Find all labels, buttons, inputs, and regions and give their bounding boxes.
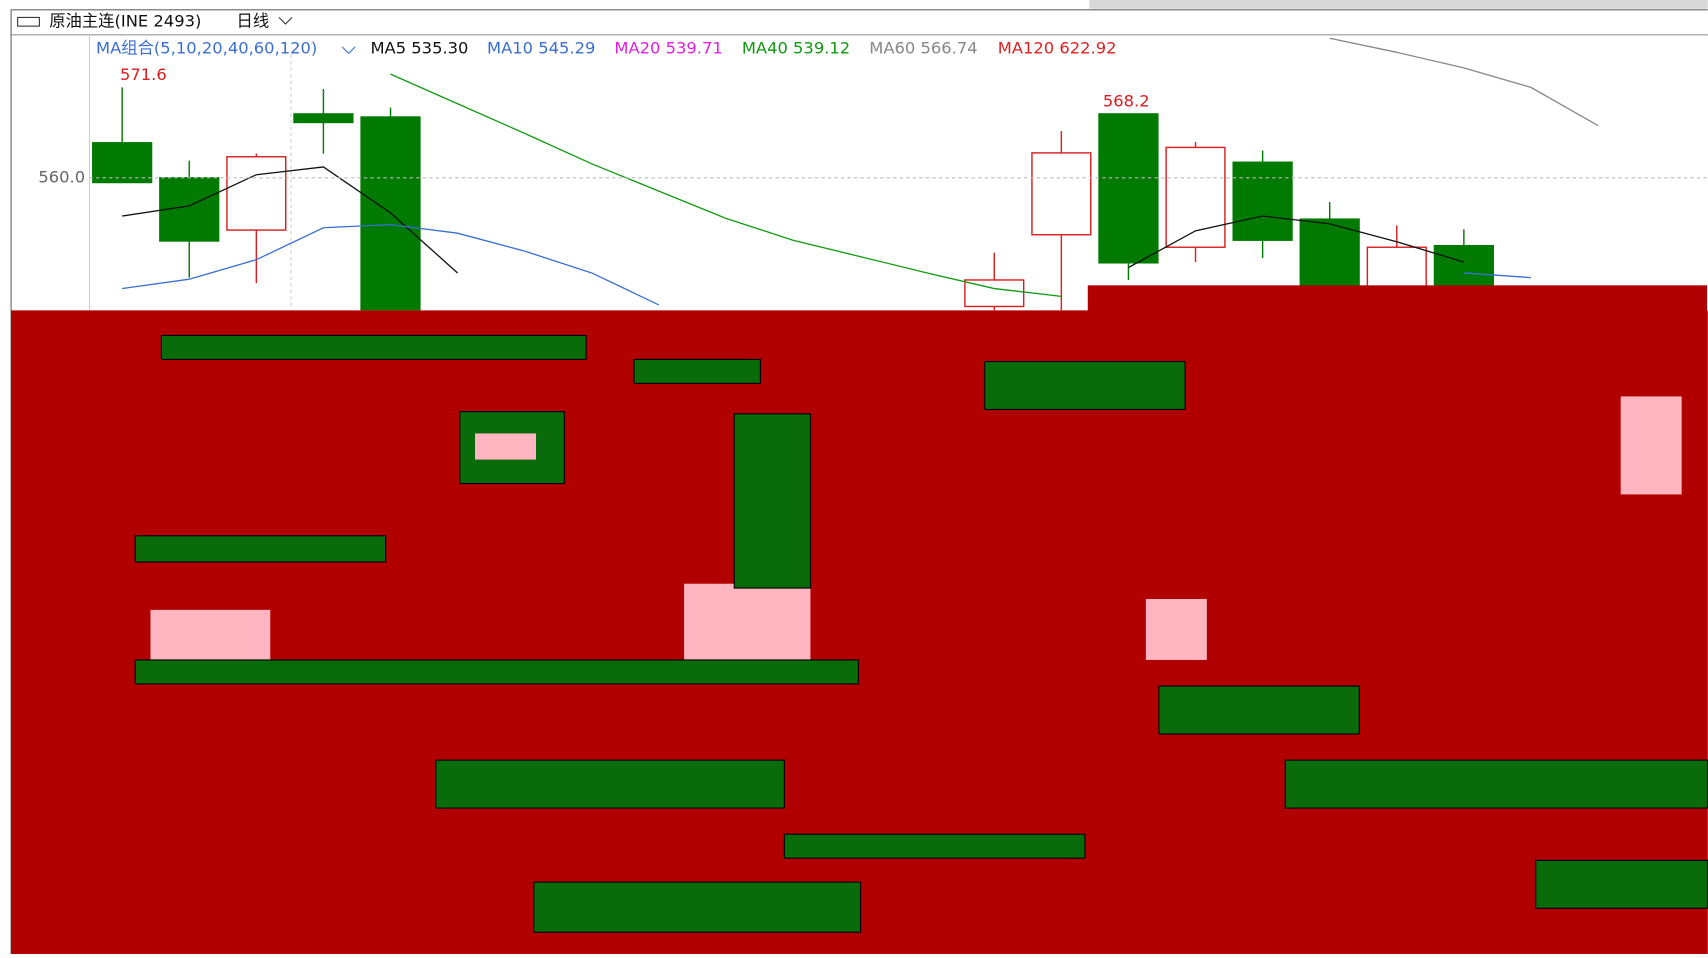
candle-body (1098, 113, 1159, 264)
legend-entry: MA10 545.29 (487, 39, 595, 58)
candle-body (92, 142, 153, 184)
glitch (11, 285, 1708, 954)
legend-entry: MA120 622.92 (998, 39, 1117, 58)
symbol[interactable]: 原油主连(INE 2493) (49, 11, 201, 30)
indicator-label[interactable]: MA组合(5,10,20,40,60,120) (96, 39, 317, 58)
candle-body (1232, 161, 1293, 241)
ma-line (1329, 37, 1599, 127)
high-label: 568.2 (1103, 91, 1150, 110)
legend-entry: MA20 539.71 (614, 39, 722, 58)
legend-entry: MA60 566.74 (869, 39, 977, 58)
dropdown-arrow[interactable] (341, 46, 356, 55)
ma-line (1463, 272, 1531, 279)
candle-body (1031, 152, 1092, 236)
dropdown-arrow[interactable] (278, 17, 293, 25)
candle-body (226, 156, 287, 231)
ma-line (390, 73, 1062, 297)
legend-entry: MA40 539.12 (742, 39, 850, 58)
legend-entry: MA5 535.30 (370, 39, 468, 58)
ma-line (122, 223, 660, 306)
candle-body (1165, 146, 1226, 248)
candle-body (964, 279, 1025, 308)
candle-body (293, 113, 354, 124)
tab-bar (1089, 0, 1708, 9)
high-label: 571.6 (120, 65, 167, 84)
ma-line (122, 166, 459, 274)
y-tick-label: 560.0 (38, 167, 85, 186)
ma-line (1128, 215, 1465, 269)
link-icon[interactable] (17, 16, 40, 27)
period[interactable]: 日线 (237, 11, 270, 30)
